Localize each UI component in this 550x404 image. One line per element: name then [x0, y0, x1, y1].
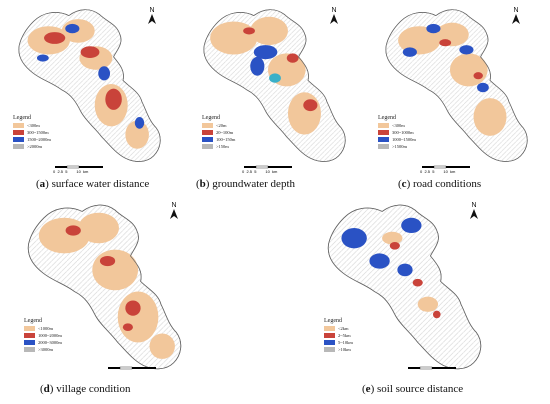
legend-item: 300~1500m [13, 129, 51, 136]
legend-item: <20m [202, 122, 235, 129]
map-village [27, 204, 182, 370]
caption-c: (c) road conditions [398, 178, 482, 190]
legend-item: 1500~2000m [13, 136, 51, 143]
panel-e: N Legend <2km 2~5km 5~10km >10km [310, 200, 500, 378]
panel-d: N Legend <1000m 1000~2000m 2000~3000m >3… [10, 200, 200, 378]
panel-a: N Legend <300m 300~1500m 1500~2000m >200… [5, 5, 175, 175]
scale-label-b: 0 2.5 5 10 km [242, 169, 278, 174]
map-groundwater [203, 9, 346, 163]
north-arrow-a: N [148, 7, 156, 26]
scale-bar-d [108, 366, 156, 370]
legend-c: Legend <300m 300~1000m 1000~1500m >1500m [378, 115, 416, 150]
map-surface-water [18, 9, 161, 163]
legend-item: >3000m [24, 346, 62, 353]
legend-item: 300~1000m [378, 129, 416, 136]
north-arrow-b: N [330, 7, 338, 26]
legend-item: 1000~2000m [24, 332, 62, 339]
map-road [385, 9, 528, 163]
north-arrow-icon [512, 14, 520, 24]
panel-c: N Legend <300m 300~1000m 1000~1500m >150… [372, 5, 542, 175]
scale-bar-a [55, 165, 103, 169]
legend-item: 2000~3000m [24, 339, 62, 346]
north-arrow-icon [330, 14, 338, 24]
north-arrow-icon [170, 209, 178, 219]
legend-item: >1500m [378, 143, 416, 150]
legend-e: Legend <2km 2~5km 5~10km >10km [324, 318, 353, 353]
legend-item: 100~150m [202, 136, 235, 143]
caption-d: (d) village condition [40, 383, 131, 395]
legend-item: 20~100m [202, 129, 235, 136]
north-arrow-c: N [512, 7, 520, 26]
legend-item: <300m [378, 122, 416, 129]
map-soil-source [327, 204, 482, 370]
legend-item: <2km [324, 325, 353, 332]
north-arrow-icon [148, 14, 156, 24]
legend-item: >2000m [13, 143, 51, 150]
north-arrow-e: N [470, 202, 478, 221]
legend-item: >150m [202, 143, 235, 150]
scale-bar-c [422, 165, 470, 169]
panel-b: N Legend <20m 20~100m 100~150m >150m 0 2… [190, 5, 360, 175]
scale-bar-b [244, 165, 292, 169]
north-arrow-d: N [170, 202, 178, 221]
legend-item: <1000m [24, 325, 62, 332]
caption-a: (a) surface water distance [36, 178, 150, 190]
legend-item: 5~10km [324, 339, 353, 346]
scale-bar-e [408, 366, 456, 370]
legend-a: Legend <300m 300~1500m 1500~2000m >2000m [13, 115, 51, 150]
legend-item: >10km [324, 346, 353, 353]
legend-item: 2~5km [324, 332, 353, 339]
north-arrow-icon [470, 209, 478, 219]
legend-d: Legend <1000m 1000~2000m 2000~3000m >300… [24, 318, 62, 353]
scale-label-c: 0 2.5 5 10 km [420, 169, 456, 174]
caption-e: (e) soil source distance [362, 383, 464, 395]
legend-item: 1000~1500m [378, 136, 416, 143]
caption-b: (b) groundwater depth [196, 178, 295, 190]
scale-label-a: 0 2.5 5 10 km [53, 169, 89, 174]
legend-b: Legend <20m 20~100m 100~150m >150m [202, 115, 236, 150]
legend-item: <300m [13, 122, 51, 129]
